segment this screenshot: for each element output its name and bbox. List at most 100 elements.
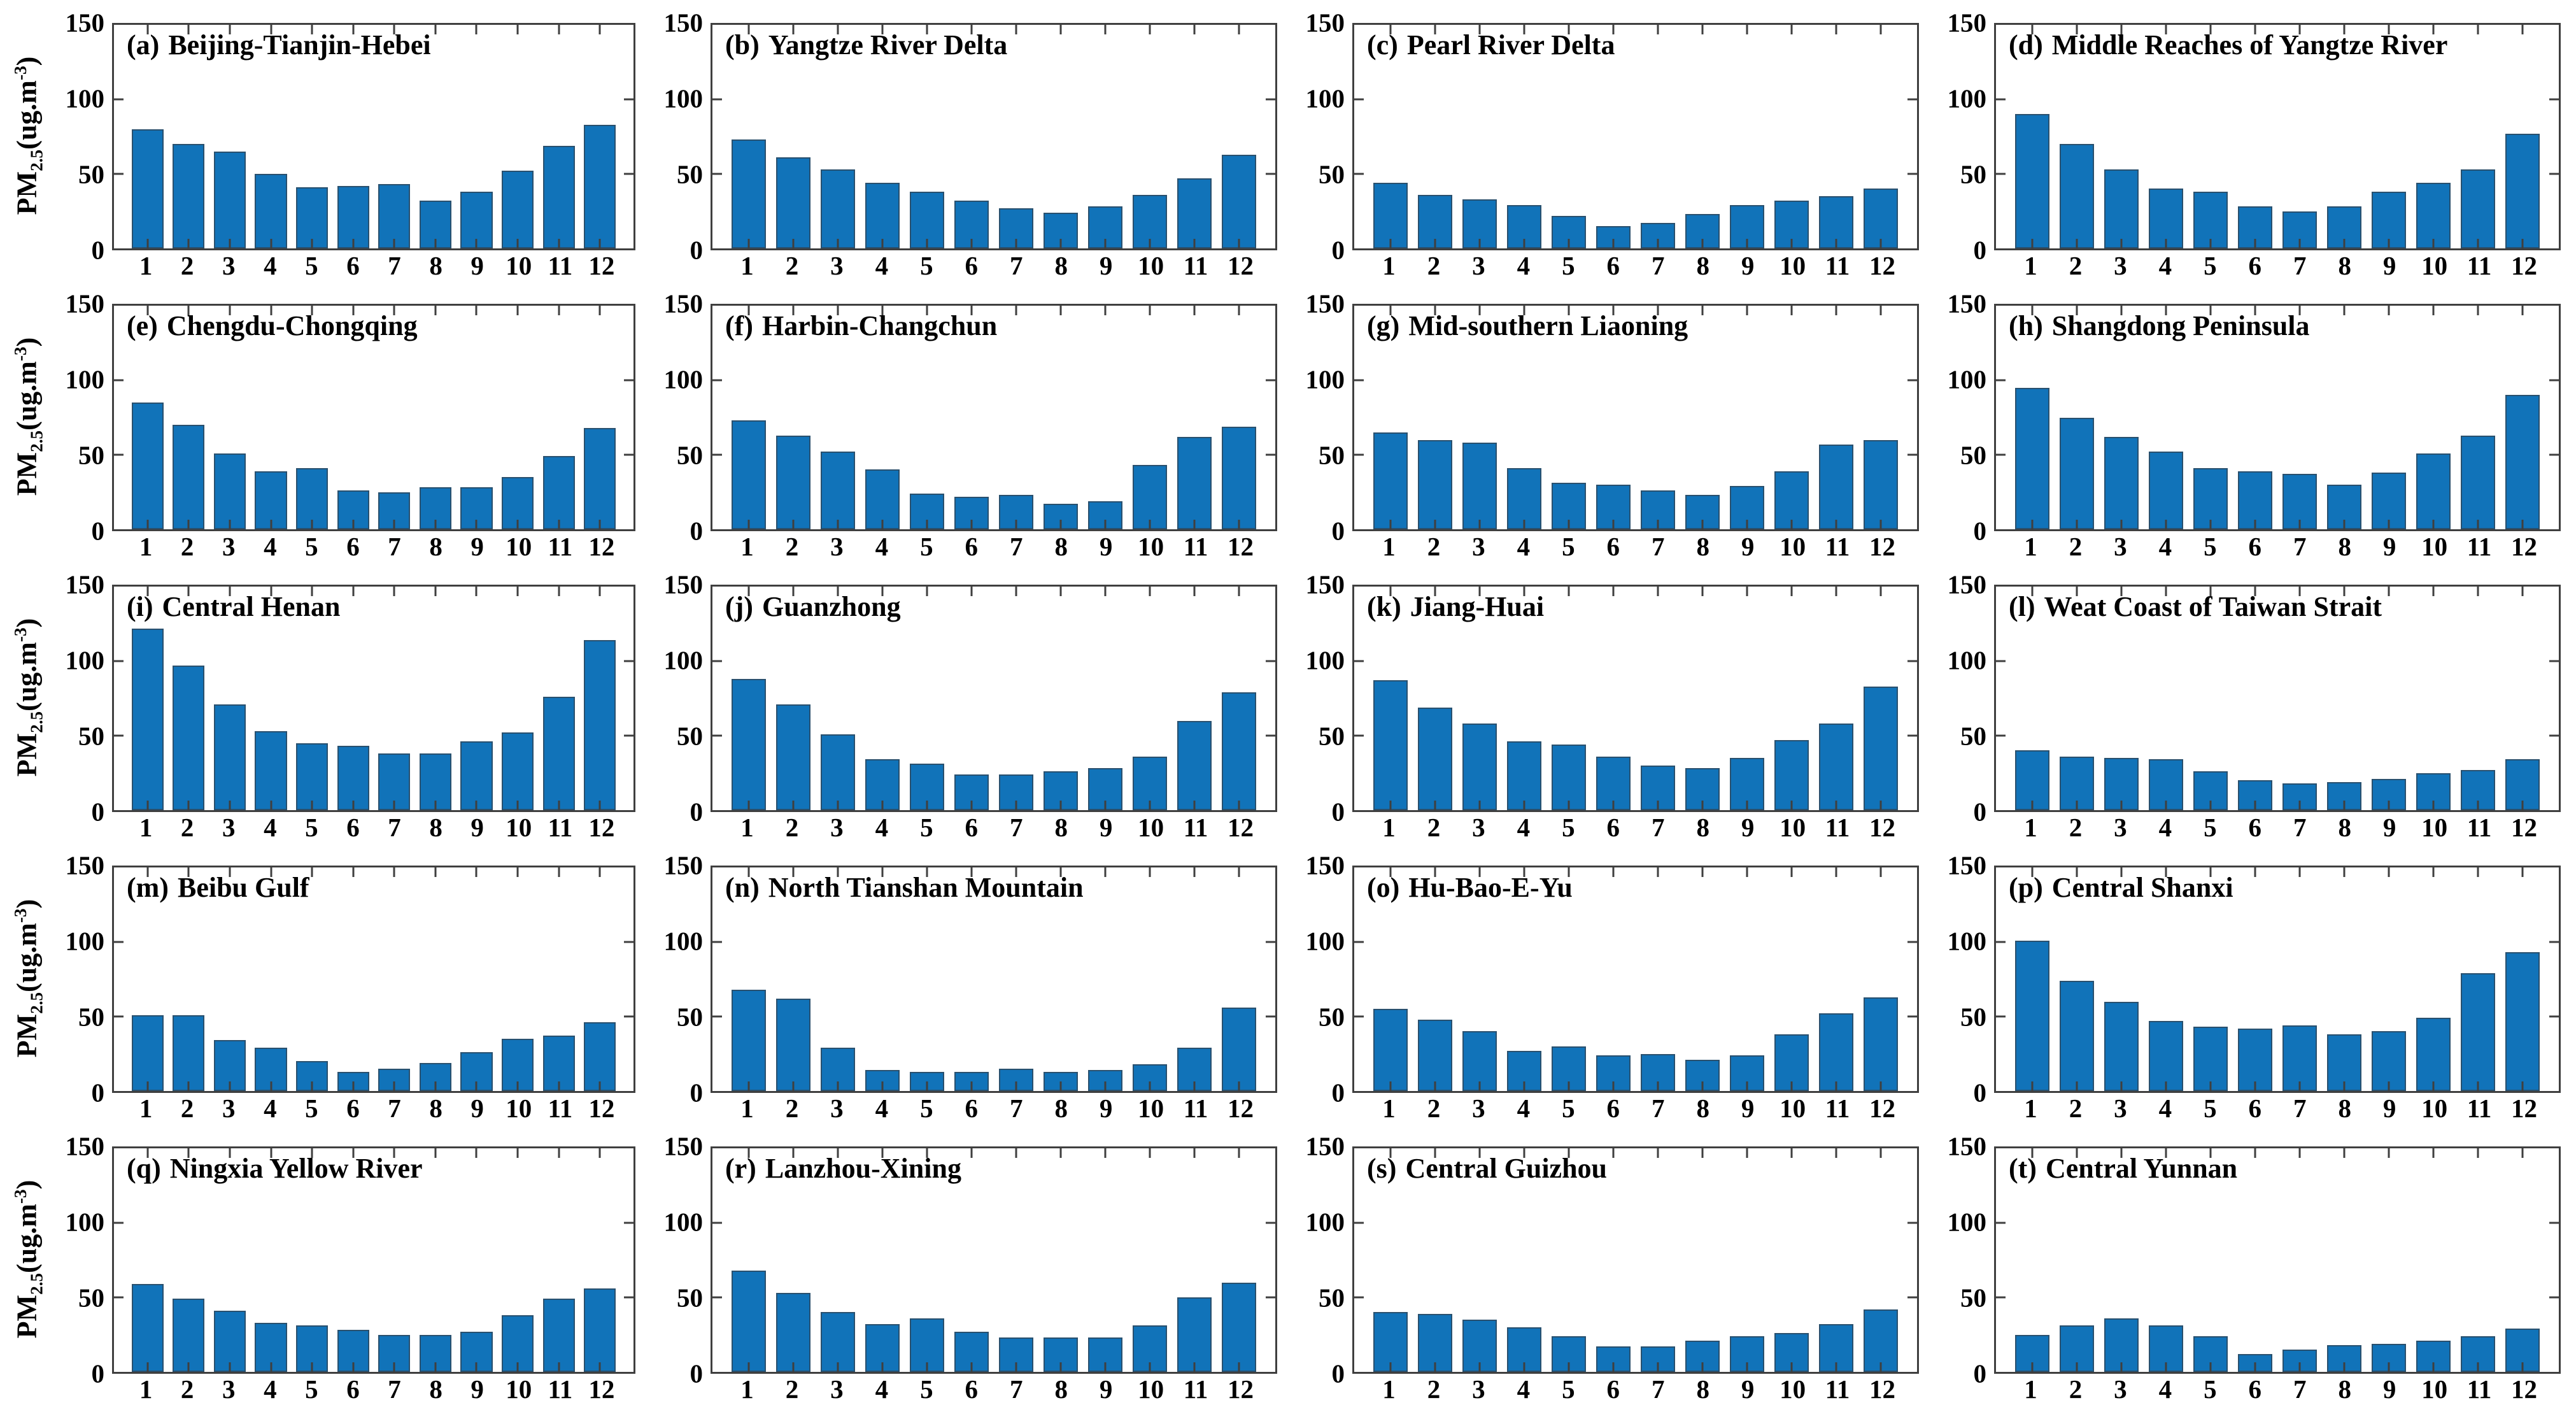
x-tick-mark-top — [311, 867, 313, 877]
bar-month-12 — [2505, 133, 2540, 248]
x-tick-label-month-8: 8 — [2338, 251, 2351, 280]
x-tick-labels: 1 2 3 4 5 6 7 8 9 10 11 12 — [1994, 531, 2561, 568]
x-tick-label-month-4: 4 — [2158, 1094, 2172, 1123]
bar-month-10 — [2416, 453, 2451, 529]
y-tick-label: 50 — [78, 159, 104, 189]
x-tick-label-month-10: 10 — [1780, 1094, 1806, 1123]
y-axis-label: PM2.5(ug.m-3) — [11, 899, 47, 1058]
y-tick-label: 150 — [663, 8, 704, 38]
y-tick-label: 100 — [65, 364, 105, 394]
x-tick-mark-top — [792, 25, 795, 34]
x-tick-mark-top — [837, 306, 839, 315]
x-tick-mark-bottom — [1612, 1081, 1615, 1091]
x-tick-label-month-7: 7 — [1651, 251, 1665, 280]
x-tick-label-month-6: 6 — [346, 813, 360, 842]
x-tick-mark-top — [1746, 867, 1748, 877]
x-tick-mark-top — [837, 1148, 839, 1158]
y-tick-label: 50 — [1960, 159, 1986, 189]
y-tick-mark-right — [1266, 734, 1275, 737]
x-tick-label-month-11: 11 — [1825, 532, 1850, 561]
x-tick-mark-bottom — [146, 520, 149, 529]
bar-month-4 — [1506, 741, 1542, 810]
x-tick-mark-bottom — [1059, 801, 1062, 810]
y-tick-mark-left — [114, 379, 124, 382]
x-tick-label-month-12: 12 — [2511, 1374, 2538, 1404]
bar-month-2 — [173, 666, 205, 810]
y-tick-mark-right — [1266, 379, 1275, 382]
y-tick-mark-left — [712, 1222, 722, 1224]
x-tick-mark-top — [792, 1148, 795, 1158]
x-tick-mark-bottom — [1612, 801, 1615, 810]
x-tick-mark-top — [2477, 25, 2479, 34]
panel-title: (p) Central Shanxi — [2009, 871, 2233, 904]
y-tick-label: 0 — [1331, 1359, 1345, 1388]
x-tick-mark-bottom — [1238, 520, 1240, 529]
y-tick-label: 100 — [1305, 364, 1345, 394]
x-tick-mark-bottom — [1879, 1362, 1882, 1372]
y-tick-mark-right — [1266, 941, 1275, 943]
x-tick-label-month-2: 2 — [2069, 1374, 2083, 1404]
x-tick-mark-top — [1059, 25, 1062, 34]
x-tick-mark-bottom — [1238, 801, 1240, 810]
y-tick-mark-left — [1354, 1296, 1364, 1299]
x-tick-label-month-3: 3 — [222, 1374, 236, 1404]
x-tick-mark-bottom — [393, 1362, 395, 1372]
x-tick-mark-top — [1746, 306, 1748, 315]
y-axis-label: PM2.5(ug.m-3) — [11, 618, 47, 777]
x-tick-mark-bottom — [1059, 239, 1062, 248]
bar-month-12 — [1863, 189, 1899, 248]
panel-title: (b) Yangtze River Delta — [725, 29, 1007, 61]
x-tick-mark-top — [2432, 306, 2435, 315]
x-tick-mark-top — [1790, 1148, 1793, 1158]
x-tick-label-month-6: 6 — [346, 1374, 360, 1404]
bar-month-10 — [2416, 183, 2451, 248]
x-tick-mark-bottom — [1701, 520, 1704, 529]
x-tick-mark-bottom — [970, 801, 973, 810]
x-tick-mark-top — [1879, 306, 1882, 315]
x-tick-mark-bottom — [792, 1362, 795, 1372]
x-tick-label-month-4: 4 — [875, 813, 889, 842]
x-tick-mark-bottom — [1523, 1081, 1525, 1091]
x-tick-label-month-6: 6 — [965, 1094, 979, 1123]
x-tick-labels: 1 2 3 4 5 6 7 8 9 10 11 12 — [112, 531, 635, 568]
x-tick-mark-top — [1478, 867, 1481, 877]
x-tick-mark-bottom — [475, 520, 478, 529]
x-tick-label-month-12: 12 — [1228, 251, 1254, 280]
x-tick-label-month-1: 1 — [139, 251, 153, 280]
x-tick-mark-bottom — [2477, 1081, 2479, 1091]
x-tick-mark-top — [475, 306, 478, 315]
x-tick-mark-bottom — [2298, 520, 2301, 529]
panel-title: (d) Middle Reaches of Yangtze River — [2009, 29, 2447, 61]
y-tick-label: 150 — [663, 1131, 704, 1161]
bar-month-11 — [542, 1299, 575, 1372]
x-tick-label-month-10: 10 — [506, 251, 532, 280]
y-tick-mark-right — [2549, 734, 2559, 737]
x-tick-mark-bottom — [2209, 801, 2212, 810]
plot-area: (a) Beijing-Tianjin-Hebei — [112, 23, 635, 250]
ylabel-sup: -3 — [10, 346, 30, 361]
ylabel-sup: -3 — [10, 627, 30, 642]
y-tick-label: 0 — [91, 1078, 105, 1108]
x-tick-mark-top — [881, 25, 884, 34]
x-tick-mark-bottom — [1104, 239, 1107, 248]
bar-month-11 — [1177, 436, 1212, 529]
x-tick-label-month-5: 5 — [1562, 532, 1575, 561]
y-tick-mark-left — [712, 941, 722, 943]
x-tick-mark-bottom — [2343, 801, 2346, 810]
chart-panel-r: 150 100 50 0 (r) Lanzhou-Xining 1 2 3 4 5 6 7 8 9 10 11 1… — [646, 1130, 1287, 1411]
x-tick-mark-top — [311, 1148, 313, 1158]
bar-month-11 — [1818, 724, 1854, 810]
x-tick-mark-top — [1657, 1148, 1659, 1158]
bar-month-4 — [2148, 452, 2184, 529]
x-tick-label-month-1: 1 — [2024, 813, 2037, 842]
bar-month-9 — [460, 741, 493, 810]
panel-region-name: Chengdu-Chongqing — [166, 310, 418, 341]
y-tick-label: 50 — [1319, 1283, 1345, 1313]
panel-letter: (o) — [1367, 872, 1400, 903]
x-tick-mark-bottom — [1478, 801, 1481, 810]
plot-area: (d) Middle Reaches of Yangtze River — [1994, 23, 2561, 250]
x-tick-mark-top — [1790, 867, 1793, 877]
x-tick-mark-top — [1238, 1148, 1240, 1158]
x-tick-mark-top — [1015, 306, 1017, 315]
x-tick-mark-bottom — [558, 1081, 560, 1091]
